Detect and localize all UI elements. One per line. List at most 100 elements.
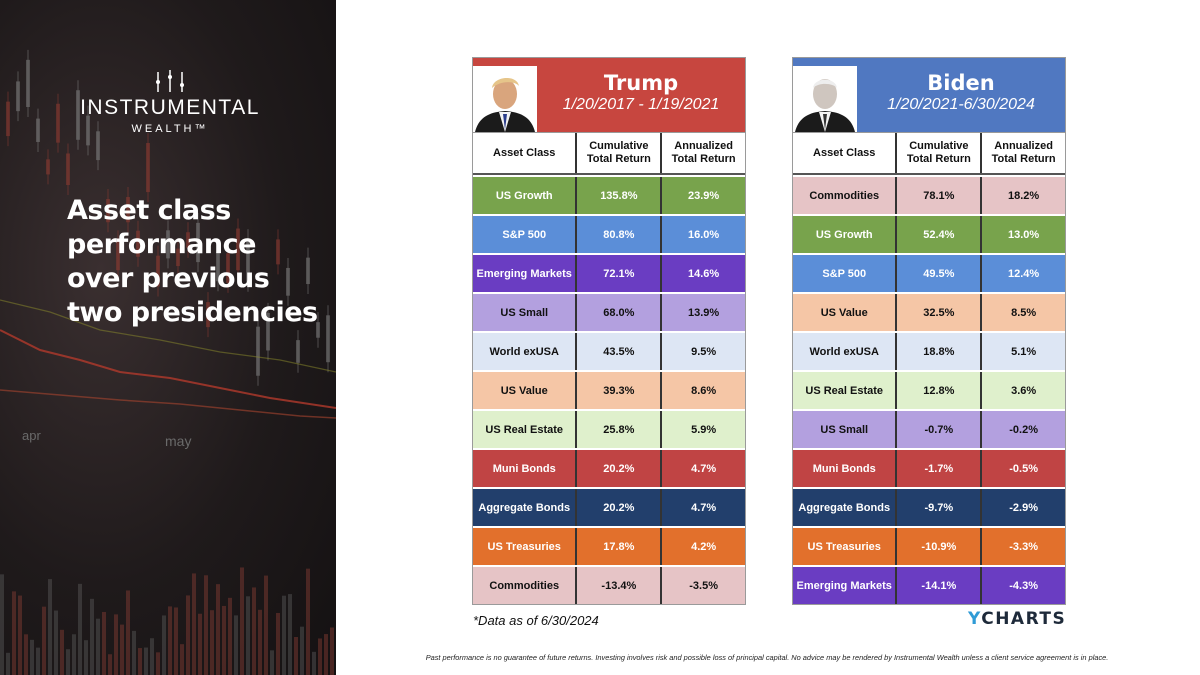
table-row: US Treasuries 17.8% 4.2%	[473, 526, 745, 565]
volume-bar	[90, 598, 94, 675]
cell-cumulative: 18.8%	[895, 333, 980, 370]
cell-asset: World exUSA	[489, 345, 559, 358]
table-row: US Real Estate 12.8% 3.6%	[793, 370, 1065, 409]
volume-bar	[12, 591, 16, 675]
volume-bar	[6, 652, 10, 675]
term-dates: 1/20/2017 - 1/19/2021	[562, 96, 720, 113]
volume-bar	[288, 594, 292, 675]
volume-bar	[60, 629, 64, 675]
portrait-icon	[473, 66, 537, 132]
cell-asset: US Treasuries	[807, 540, 881, 553]
cell-cumulative: 52.4%	[895, 216, 980, 253]
candle-body	[96, 131, 100, 161]
volume-bar	[294, 636, 298, 675]
candle-body	[306, 257, 310, 285]
volume-bar	[306, 568, 310, 675]
candle-body	[6, 101, 10, 137]
volume-bar	[198, 613, 202, 675]
col-cumulative: Cumulative Total Return	[575, 133, 660, 173]
term-dates: 1/20/2021-6/30/2024	[887, 96, 1035, 113]
brand-logo: INSTRUMENTAL WEALTH™	[80, 68, 260, 135]
volume-bar	[324, 634, 328, 675]
cell-annualized: 18.2%	[980, 177, 1065, 214]
volume-bar	[216, 584, 220, 675]
volume-bar	[150, 638, 154, 675]
candle-body	[86, 115, 90, 146]
volume-bar	[144, 647, 148, 675]
cell-asset: US Real Estate	[485, 423, 564, 436]
col-annualized: Annualized Total Return	[980, 133, 1065, 173]
candle-body	[256, 326, 260, 376]
volume-bar	[318, 638, 322, 675]
candle-body	[196, 222, 200, 263]
col-asset-class: Asset Class	[813, 146, 876, 159]
volume-bar	[18, 595, 22, 675]
cell-cumulative: 20.2%	[575, 489, 660, 526]
volume-bar	[0, 574, 4, 675]
brand-panel: apr may INSTRUMENTAL WEALTH™ Asset class…	[0, 0, 336, 675]
candle-body	[116, 240, 120, 271]
cell-annualized: 5.9%	[660, 411, 745, 448]
candle-body	[186, 232, 190, 248]
column-headers: Asset Class Cumulative Total Return Annu…	[793, 132, 1065, 175]
brand-subname: WEALTH™	[131, 123, 209, 135]
cell-annualized: -0.5%	[980, 450, 1065, 487]
cell-asset: Muni Bonds	[492, 462, 556, 475]
cell-annualized: 9.5%	[660, 333, 745, 370]
cell-cumulative: 80.8%	[575, 216, 660, 253]
candle-body	[206, 302, 210, 328]
cell-asset: S&P 500	[502, 228, 547, 241]
volume-bar	[264, 575, 268, 675]
volume-bar	[234, 615, 238, 675]
cell-annualized: 5.1%	[980, 333, 1065, 370]
volume-bar	[48, 579, 52, 675]
table-row: US Growth 52.4% 13.0%	[793, 214, 1065, 253]
market-chart-background: apr may	[0, 49, 336, 675]
volume-bar	[30, 639, 34, 675]
cell-annualized: 12.4%	[980, 255, 1065, 292]
cell-cumulative: -9.7%	[895, 489, 980, 526]
cell-cumulative: 12.8%	[895, 372, 980, 409]
candle-body	[266, 312, 270, 351]
volume-bar	[24, 634, 28, 675]
cell-annualized: 8.5%	[980, 294, 1065, 331]
volume-bar	[252, 587, 256, 675]
col-asset-class: Asset Class	[493, 146, 556, 159]
volume-bar	[138, 648, 142, 675]
cell-annualized: 4.2%	[660, 528, 745, 565]
cell-asset: US Treasuries	[487, 540, 561, 553]
candle-body	[76, 90, 80, 140]
volume-bar	[228, 597, 232, 675]
brand-name: INSTRUMENTAL	[80, 96, 260, 119]
table-row: US Treasuries -10.9% -3.3%	[793, 526, 1065, 565]
volume-bar	[222, 605, 226, 675]
table-row: US Value 32.5% 8.5%	[793, 292, 1065, 331]
volume-bar	[108, 654, 112, 675]
col-annualized: Annualized Total Return	[660, 133, 745, 173]
candle-body	[56, 103, 60, 143]
cell-cumulative: 72.1%	[575, 255, 660, 292]
candle-body	[36, 118, 40, 142]
cell-asset: Aggregate Bonds	[478, 501, 571, 514]
volume-bar	[162, 615, 166, 675]
president-name: Biden	[927, 71, 995, 95]
volume-bar	[204, 575, 208, 675]
cell-annualized: -3.5%	[660, 567, 745, 604]
cell-annualized: 16.0%	[660, 216, 745, 253]
table-row: Muni Bonds 20.2% 4.7%	[473, 448, 745, 487]
cell-annualized: 14.6%	[660, 255, 745, 292]
candle-body	[66, 153, 70, 185]
volume-bars-decoration	[0, 567, 334, 675]
table-row: US Growth 135.8% 23.9%	[473, 175, 745, 214]
table-row: Commodities 78.1% 18.2%	[793, 175, 1065, 214]
candle-body	[16, 81, 20, 112]
volume-bar	[168, 606, 172, 675]
candle-body	[286, 267, 290, 296]
cell-annualized: -2.9%	[980, 489, 1065, 526]
cell-cumulative: -10.9%	[895, 528, 980, 565]
table-body: Commodities 78.1% 18.2% US Growth 52.4% 13.0%…	[793, 175, 1065, 604]
trump-performance-table: Trump 1/20/2017 - 1/19/2021 Asset Class …	[472, 57, 746, 605]
cell-asset: US Small	[500, 306, 549, 319]
table-body: US Growth 135.8% 23.9% S&P 500 80.8% 16.0% Eme…	[473, 175, 745, 604]
logo-mark-icon	[156, 70, 184, 92]
